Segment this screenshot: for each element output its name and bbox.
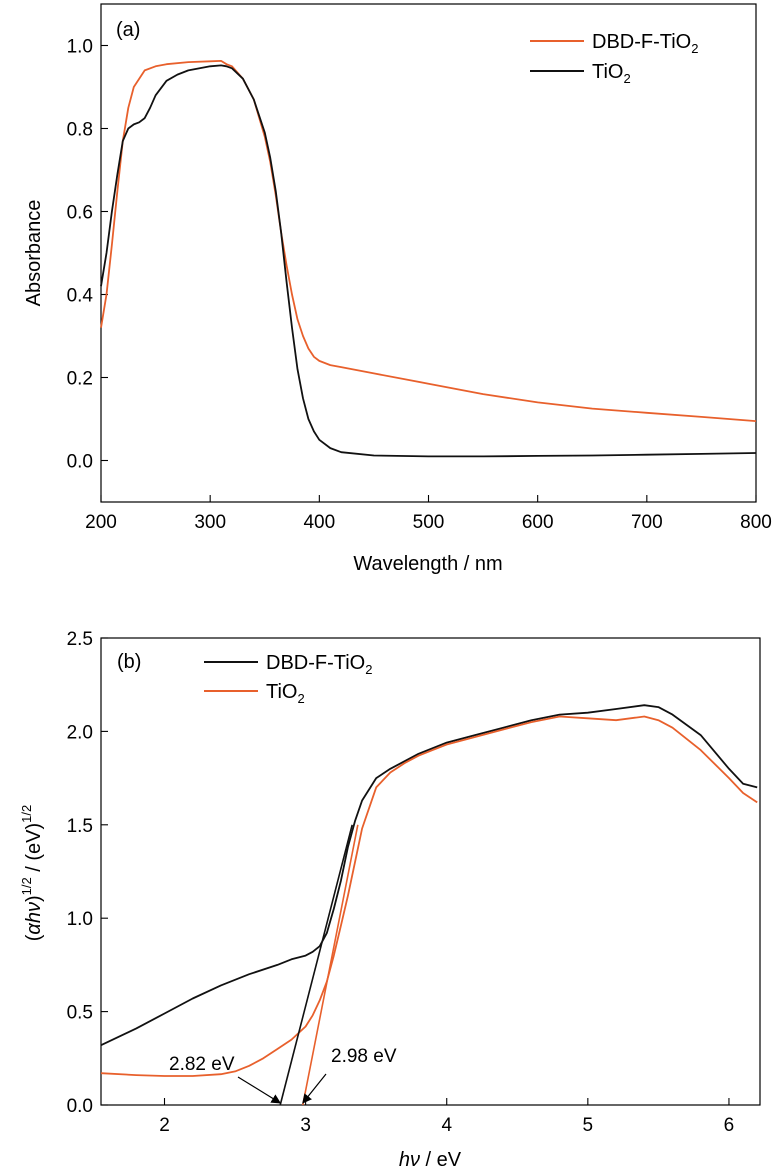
chart-b-x-tick-label: 4 (441, 1115, 452, 1136)
chart-b-panel-label: (b) (117, 651, 141, 673)
chart-b-ticks: 2 3 4 5 6 0.0 0.5 1.0 1.5 2.0 2.5 (67, 629, 735, 1136)
chart-b-x-tick-label: 2 (159, 1115, 170, 1136)
chart-b-x-tick-label: 6 (724, 1115, 735, 1136)
chart-b-plot-frame (100, 637, 761, 1106)
chart-a-legend-label-2: TiO2 (592, 61, 631, 86)
chart-a-y-tick-label: 0.4 (67, 286, 94, 307)
chart-b-legend: DBD-F-TiO2 TiO2 (204, 652, 372, 706)
chart-a-y-tick-label: 0.8 (67, 120, 93, 141)
chart-b-y-tick-label: 0.5 (67, 1003, 93, 1024)
chart-a-x-tick-label: 500 (413, 512, 445, 533)
chart-a-y-axis-label: Absorbance (23, 200, 45, 307)
chart-a-x-tick-label: 700 (631, 512, 663, 533)
chart-b-annotation-label-1: 2.82 eV (169, 1054, 235, 1075)
chart-a-y-tick-label: 0.0 (67, 452, 93, 473)
chart-b: 2 3 4 5 6 0.0 0.5 1.0 1.5 2.0 2.5 (b) DBD-F-TiO2 T… (19, 629, 761, 1171)
chart-b-annotations: 2.82 eV 2.98 eV (169, 1046, 397, 1104)
chart-a-ticks: 200 300 400 500 600 700 800 0.0 0.2 0.4 0.6 0.8 1.0 (67, 37, 772, 534)
chart-a-x-tick-label: 800 (740, 512, 772, 533)
chart-b-x-axis-label: hν / eV (399, 1149, 462, 1171)
chart-b-annotation-arrow-1 (237, 1076, 282, 1104)
chart-b-y-tick-label: 1.5 (67, 816, 93, 837)
chart-b-tangent-line-2 (302, 824, 359, 1106)
chart-a-x-axis-label: Wavelength / nm (353, 553, 502, 575)
chart-b-series-line-2 (100, 715, 758, 1077)
chart-b-annotation-label-2: 2.98 eV (331, 1046, 397, 1067)
chart-a-x-tick-label: 200 (85, 512, 117, 533)
chart-a-x-tick-label: 400 (303, 512, 335, 533)
chart-b-y-axis-label: (αhν)1/2 / (eV)1/2 (19, 805, 45, 941)
chart-a-legend-label-1: DBD-F-TiO2 (592, 31, 698, 56)
chart-b-legend-label-2: TiO2 (266, 681, 305, 706)
chart-b-y-tick-label: 2.5 (67, 629, 93, 650)
chart-a-x-tick-label: 300 (194, 512, 226, 533)
chart-a-series (100, 60, 757, 458)
chart-a-y-tick-label: 0.6 (67, 203, 93, 224)
chart-a-plot-frame (100, 3, 757, 503)
chart-b-x-tick-label: 5 (583, 1115, 594, 1136)
chart-b-series (100, 704, 758, 1106)
chart-a-y-tick-label: 0.2 (67, 369, 93, 390)
chart-b-annotation-arrow-2 (302, 1073, 327, 1104)
chart-b-y-tick-label: 0.0 (67, 1096, 93, 1117)
chart-a-series-line-1 (100, 60, 757, 422)
chart-a-legend: DBD-F-TiO2 TiO2 (530, 31, 698, 86)
chart-b-y-tick-label: 2.0 (67, 722, 93, 743)
chart-b-y-tick-label: 1.0 (67, 909, 93, 930)
chart-b-tangent-line-1 (279, 824, 353, 1106)
chart-b-legend-label-1: DBD-F-TiO2 (266, 652, 372, 677)
chart-a-y-tick-label: 1.0 (67, 37, 93, 58)
chart-b-series-line-1 (100, 704, 758, 1047)
chart-a-series-line-2 (100, 64, 757, 458)
chart-a-panel-label: (a) (116, 19, 140, 41)
chart-a: 200 300 400 500 600 700 8000.00.20.40.60.81.0 … (23, 3, 772, 575)
chart-b-x-tick-label: 3 (300, 1115, 311, 1136)
chart-a-x-tick-label: 600 (522, 512, 554, 533)
